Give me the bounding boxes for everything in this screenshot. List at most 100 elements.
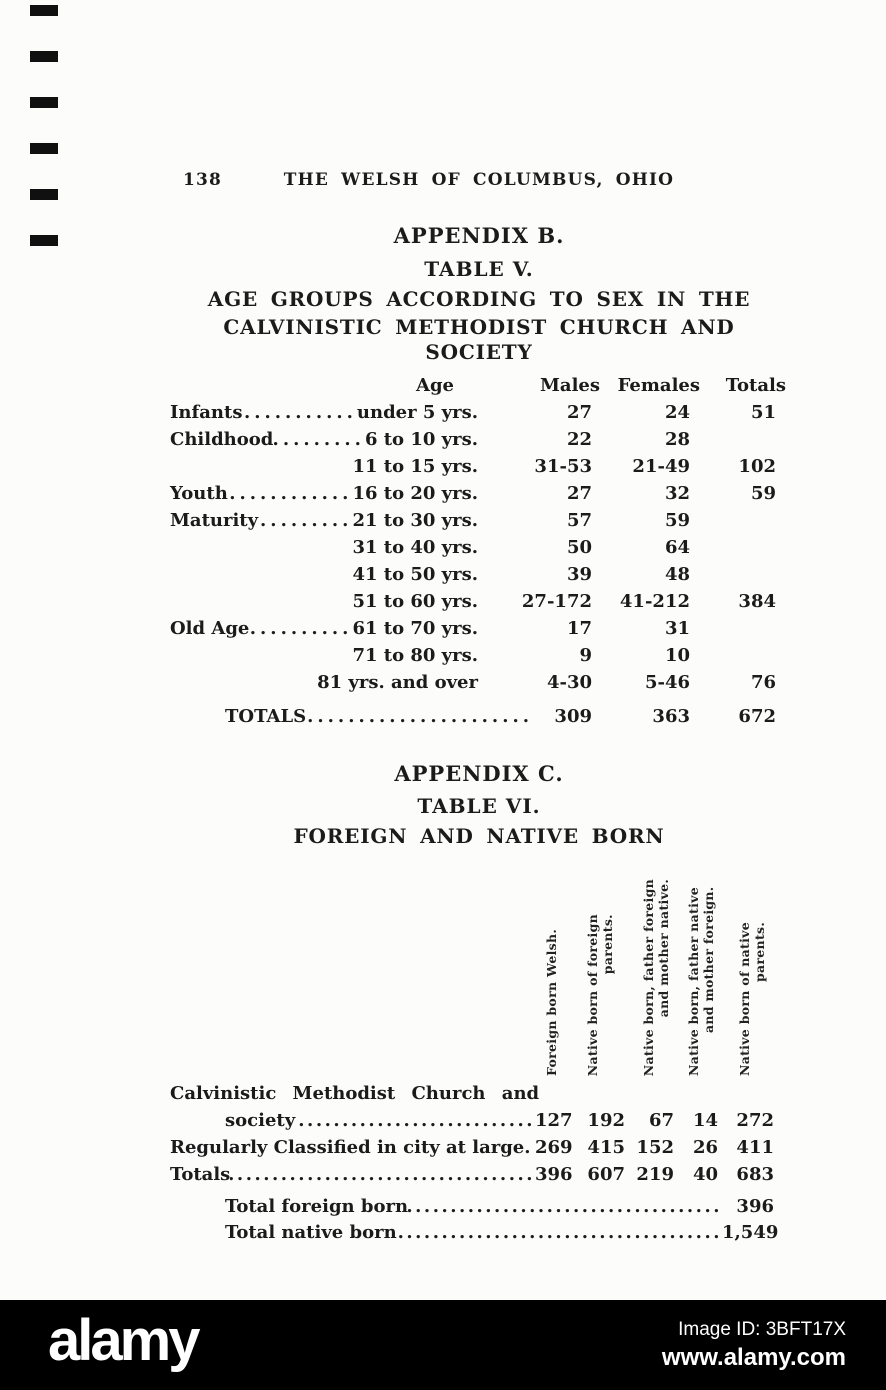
cell-value: 26 [692,1137,718,1158]
cell-females: 31 [664,618,690,639]
age-range: 31 to 40 yrs. [352,537,478,558]
summary-row: Total foreign born......................… [225,1194,788,1220]
table-row: 81 yrs. and over 4-30 5-46 76 [170,669,788,696]
cell-males: 39 [566,564,592,585]
table-row: 51 to 60 yrs. 27-172 41-212 384 [170,588,788,615]
rotated-col-header: Native born of native parents. [737,921,767,1076]
cell-value: 152 [636,1137,674,1158]
cell-females: 24 [664,402,690,423]
table-row: 11 to 15 yrs. 31-53 21-49 102 [170,453,788,480]
table-v-title-line1: AGE GROUPS ACCORDING TO SEX IN THE [207,287,751,311]
cell-value: 219 [636,1164,674,1185]
leader-dots: ........................................ [295,1110,535,1131]
cell-males: 50 [566,537,592,558]
row-label: Totals [170,1164,231,1185]
scan-edge-mark [30,189,58,200]
leader-dots: ................................ [249,618,353,639]
cell-females: 32 [664,483,690,504]
cell-females: 59 [664,510,690,531]
table-row: Regularly Classified in city at large. 2… [170,1134,788,1161]
table-row: society.................................… [170,1107,788,1134]
age-range: 6 to 10 yrs. [364,429,478,450]
summary-label: Total native born [225,1222,397,1243]
age-range: 11 to 15 yrs. [352,456,478,477]
alamy-logo: alamy [48,1308,200,1373]
rotated-col-header: Native born, father foreign and mother na… [640,878,671,1076]
appendix-b-heading: APPENDIX B. [393,223,565,248]
cell-females: 5-46 [644,672,690,693]
row-label: Regularly Classified in city at large. [170,1137,531,1158]
cell-males: 57 [566,510,592,531]
cell-totals [702,534,788,561]
age-group-label: Old Age [170,618,250,639]
cell-value: 14 [692,1110,718,1131]
summary-row: Total native born.......................… [225,1220,788,1246]
scan-edge-mark [30,5,58,16]
table-v-label: TABLE V. [424,257,534,281]
leader-dots: ................................ [242,402,357,423]
table-row: 31 to 40 yrs. 50 64 [170,534,788,561]
cell-females: 21-49 [632,456,690,477]
cell-females: 64 [664,537,690,558]
leader-dots: ................................ [228,483,353,504]
cell-value: 415 [587,1137,625,1158]
cell-totals: 76 [750,672,776,693]
cell-totals [702,426,788,453]
age-group-label: Maturity [170,510,259,531]
cell-totals [702,561,788,588]
cell-females: 28 [664,429,690,450]
cell-males: 31-53 [534,456,592,477]
totals-label: TOTALS [225,706,307,727]
table-row: Childhood...............................… [170,426,788,453]
table-row: 71 to 80 yrs. 9 10 [170,642,788,669]
col-header-totals: Totals [725,375,786,396]
alamy-url: www.alamy.com [661,1343,846,1371]
table-row: Youth................................16 … [170,480,788,507]
leader-dots: ................................ [273,429,365,450]
summary-value: 396 [736,1196,774,1217]
leader-dots: ........................................… [397,1222,722,1243]
leader-dots: ........................................ [306,706,533,727]
row-label: society [225,1110,296,1131]
table-row: Maturity................................… [170,507,788,534]
cell-value: 272 [736,1110,774,1131]
table-v-header-row: Age Males Females Totals [170,373,788,399]
table-row: Old Age................................6… [170,615,788,642]
table-vi-totals-row: Totals..................................… [170,1161,788,1188]
cell-value: 192 [587,1110,625,1131]
cell-males: 22 [566,429,592,450]
cell-value: 411 [736,1137,774,1158]
age-range: 16 to 20 yrs. [352,483,478,504]
cell-totals: 384 [738,591,776,612]
cell-value: 607 [587,1164,625,1185]
cell-value: 269 [535,1137,573,1158]
age-range: 71 to 80 yrs. [352,645,478,666]
watermark-info: Image ID: 3BFT17X www.alamy.com [662,1319,846,1372]
table-vi-label: TABLE VI. [417,794,541,818]
scan-edge-mark [30,97,58,108]
age-range: 81 yrs. and over [317,672,478,693]
cell-females: 41-212 [619,591,690,612]
page-number: 138 [183,170,223,190]
leader-dots: ................................ [258,510,353,531]
alamy-watermark-bar: alamy Image ID: 3BFT17X www.alamy.com [0,1300,886,1390]
scan-edge-mark [30,143,58,154]
cell-totals: 51 [750,402,776,423]
cell-totals [702,642,788,669]
col-header-males: Males [539,375,600,396]
cell-males: 27 [566,402,592,423]
rotated-col-header: Native born of foreign parents. [585,913,615,1076]
page-header: 138 THE WELSH OF COLUMBUS, OHIO [170,170,788,192]
cell-value: 396 [535,1164,573,1185]
age-group-label: Childhood [170,429,274,450]
age-range: under 5 yrs. [356,402,478,423]
row-label-line1: Calvinistic Methodist Church and [170,1083,540,1104]
cell-females: 10 [664,645,690,666]
table-v: Age Males Females Totals Infants........… [170,373,788,730]
table-vi-summary: Total foreign born......................… [170,1194,788,1246]
table-vi: Foreign born Welsh. Native born of forei… [170,874,788,1188]
age-range: 51 to 60 yrs. [352,591,478,612]
col-header-females: Females [617,375,700,396]
age-range: 61 to 70 yrs. [352,618,478,639]
cell-females: 48 [664,564,690,585]
